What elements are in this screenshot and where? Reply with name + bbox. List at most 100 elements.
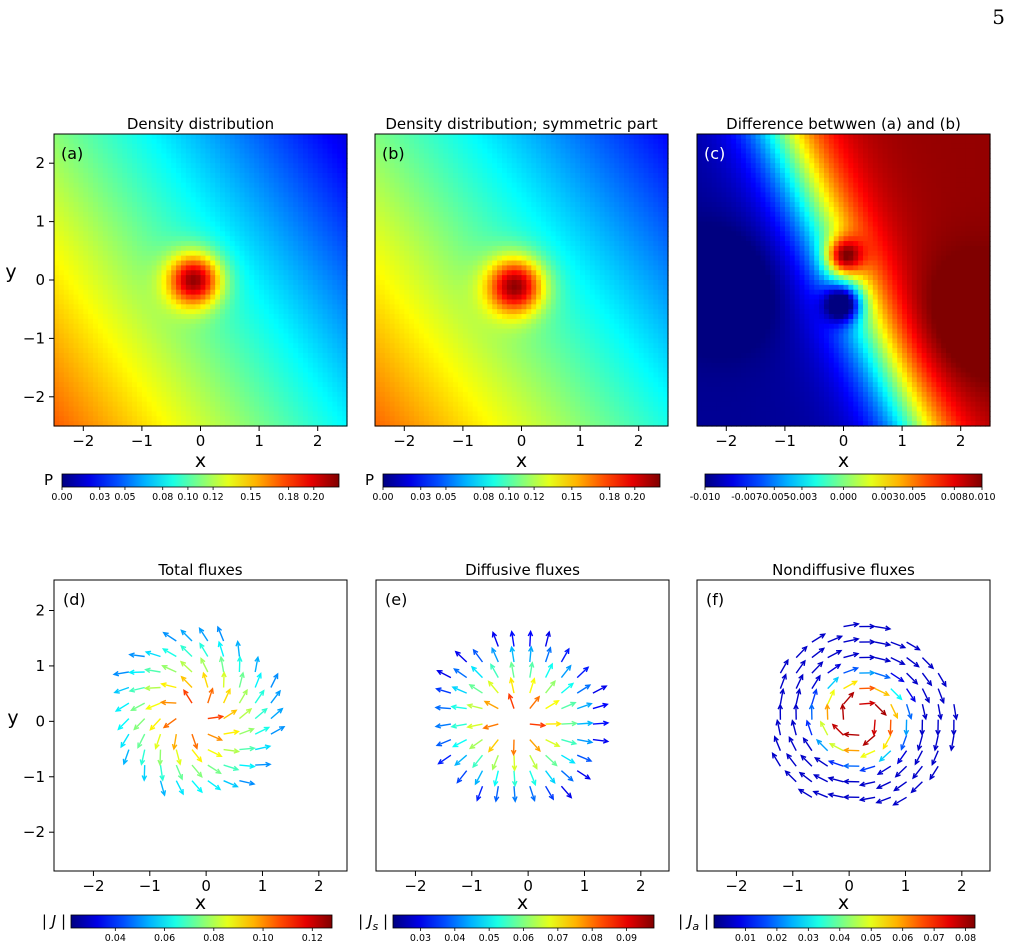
quiver-arrow bbox=[529, 695, 541, 710]
quiver-arrow bbox=[171, 733, 178, 751]
quiver-arrow bbox=[454, 650, 468, 663]
quiver-arrow bbox=[175, 764, 183, 781]
panel-letter: (d) bbox=[63, 590, 86, 609]
quiver-arrow bbox=[561, 738, 578, 746]
quiver-arrow bbox=[199, 642, 209, 657]
quiver-arrow bbox=[890, 641, 907, 649]
quiver-arrow bbox=[811, 688, 818, 705]
y-tick-label: −2 bbox=[23, 823, 45, 841]
quiver-arrow bbox=[161, 648, 177, 658]
quiver-arrow bbox=[773, 735, 782, 751]
colorbar-tick-label: 0.08 bbox=[955, 933, 976, 944]
quiver-arrow bbox=[560, 664, 572, 679]
quiver-arrow bbox=[512, 786, 518, 803]
quiver-arrow bbox=[218, 655, 225, 673]
x-tick-label: 0 bbox=[844, 877, 854, 895]
quiver-arrow bbox=[937, 704, 943, 721]
colorbar bbox=[392, 914, 655, 929]
x-tick-label: 1 bbox=[254, 432, 264, 450]
quiver-arrow bbox=[820, 720, 829, 736]
colorbar-label: | Js | bbox=[358, 912, 388, 933]
quiver-arrow bbox=[476, 785, 484, 802]
quiver-arrow bbox=[159, 780, 167, 797]
quiver-arrow bbox=[887, 719, 894, 737]
colorbar-tick-label: 0.08 bbox=[473, 492, 494, 503]
x-axis-label: x bbox=[516, 450, 527, 472]
quiver-arrow bbox=[223, 709, 238, 720]
quiver-arrow bbox=[493, 770, 499, 787]
quiver-arrow bbox=[162, 718, 177, 729]
quiver-arrow bbox=[890, 672, 905, 683]
quiver-arrow bbox=[937, 688, 945, 705]
colorbar bbox=[382, 473, 661, 488]
quiver-arrow bbox=[900, 734, 908, 751]
quiver-arrow bbox=[811, 661, 824, 674]
quiver-arrow bbox=[470, 665, 483, 679]
quiver-arrow bbox=[874, 672, 891, 680]
quiver-arrow bbox=[786, 753, 797, 767]
colorbar-tick-label: 0.03 bbox=[410, 933, 431, 944]
quiver-arrow bbox=[842, 763, 860, 769]
panel-letter: (c) bbox=[704, 144, 725, 163]
quiver-arrow bbox=[128, 652, 145, 658]
quiver-arrow bbox=[545, 754, 558, 767]
quiver-arrow bbox=[191, 749, 203, 763]
quiver-arrow bbox=[128, 686, 145, 693]
panel-letter: (a) bbox=[61, 144, 83, 163]
panel-letter: (f) bbox=[706, 590, 724, 609]
quiver-arrow bbox=[921, 704, 928, 721]
quiver-arrow bbox=[795, 645, 808, 659]
quiver-arrow bbox=[120, 733, 130, 749]
quiver-arrow bbox=[270, 707, 284, 720]
quiver-arrow bbox=[207, 687, 214, 704]
x-axis-label: x bbox=[838, 892, 849, 914]
quiver-arrow bbox=[798, 771, 813, 783]
colorbar-tick-label: 0.08 bbox=[582, 933, 603, 944]
quiver-arrow bbox=[929, 765, 939, 781]
colorbar-tick-label: 0.20 bbox=[624, 492, 645, 503]
quiver-arrow bbox=[802, 736, 813, 752]
quiver-arrow bbox=[843, 637, 860, 643]
y-tick-label: 0 bbox=[35, 271, 45, 289]
quiver-arrow bbox=[216, 625, 225, 642]
quiver-arrow bbox=[491, 631, 499, 647]
quiver-arrow bbox=[270, 672, 279, 688]
quiver-arrow bbox=[859, 654, 876, 661]
colorbar-tick-label: 0.04 bbox=[105, 933, 126, 944]
quiver-arrow bbox=[207, 733, 224, 741]
quiver-arrow bbox=[474, 770, 484, 786]
colorbar-tick-label: 0.05 bbox=[435, 492, 456, 503]
quiver-arrow bbox=[154, 733, 162, 750]
quiver-arrow bbox=[179, 660, 193, 673]
quiver-arrow bbox=[236, 655, 243, 673]
quiver-arrow bbox=[560, 770, 574, 782]
y-tick-label: −1 bbox=[23, 768, 45, 786]
colorbar-tick-label: 0.09 bbox=[616, 933, 637, 944]
x-tick-label: 2 bbox=[314, 877, 324, 895]
x-tick-label: 2 bbox=[636, 877, 646, 895]
quiver-arrow bbox=[144, 650, 161, 658]
quiver-arrow bbox=[545, 699, 560, 710]
heatmap-cells bbox=[54, 134, 348, 427]
quiver-arrow bbox=[812, 790, 828, 798]
quiver-arrow bbox=[779, 673, 787, 689]
colorbar-tick-label: 0.05 bbox=[114, 492, 135, 503]
quiver-arrow bbox=[491, 754, 499, 771]
quiver-arrow bbox=[113, 686, 130, 694]
quiver-arrow bbox=[175, 780, 184, 796]
colorbar bbox=[61, 473, 340, 488]
x-tick-label: −1 bbox=[131, 432, 153, 450]
x-tick-label: −2 bbox=[715, 432, 737, 450]
quiver-arrow bbox=[139, 749, 146, 766]
quiver-arrow bbox=[827, 689, 835, 705]
quiver-arrow bbox=[882, 734, 892, 750]
quiver-arrow bbox=[795, 687, 802, 705]
colorbar-tick-label: 0.10 bbox=[498, 492, 519, 503]
colorbar-tick-label: 0.07 bbox=[547, 933, 568, 944]
quiver-arrow bbox=[133, 718, 146, 731]
quiver-arrow bbox=[859, 670, 876, 676]
quiver-arrow bbox=[862, 734, 876, 747]
quiver-arrow bbox=[114, 702, 130, 712]
quiver-arrow bbox=[255, 761, 272, 768]
